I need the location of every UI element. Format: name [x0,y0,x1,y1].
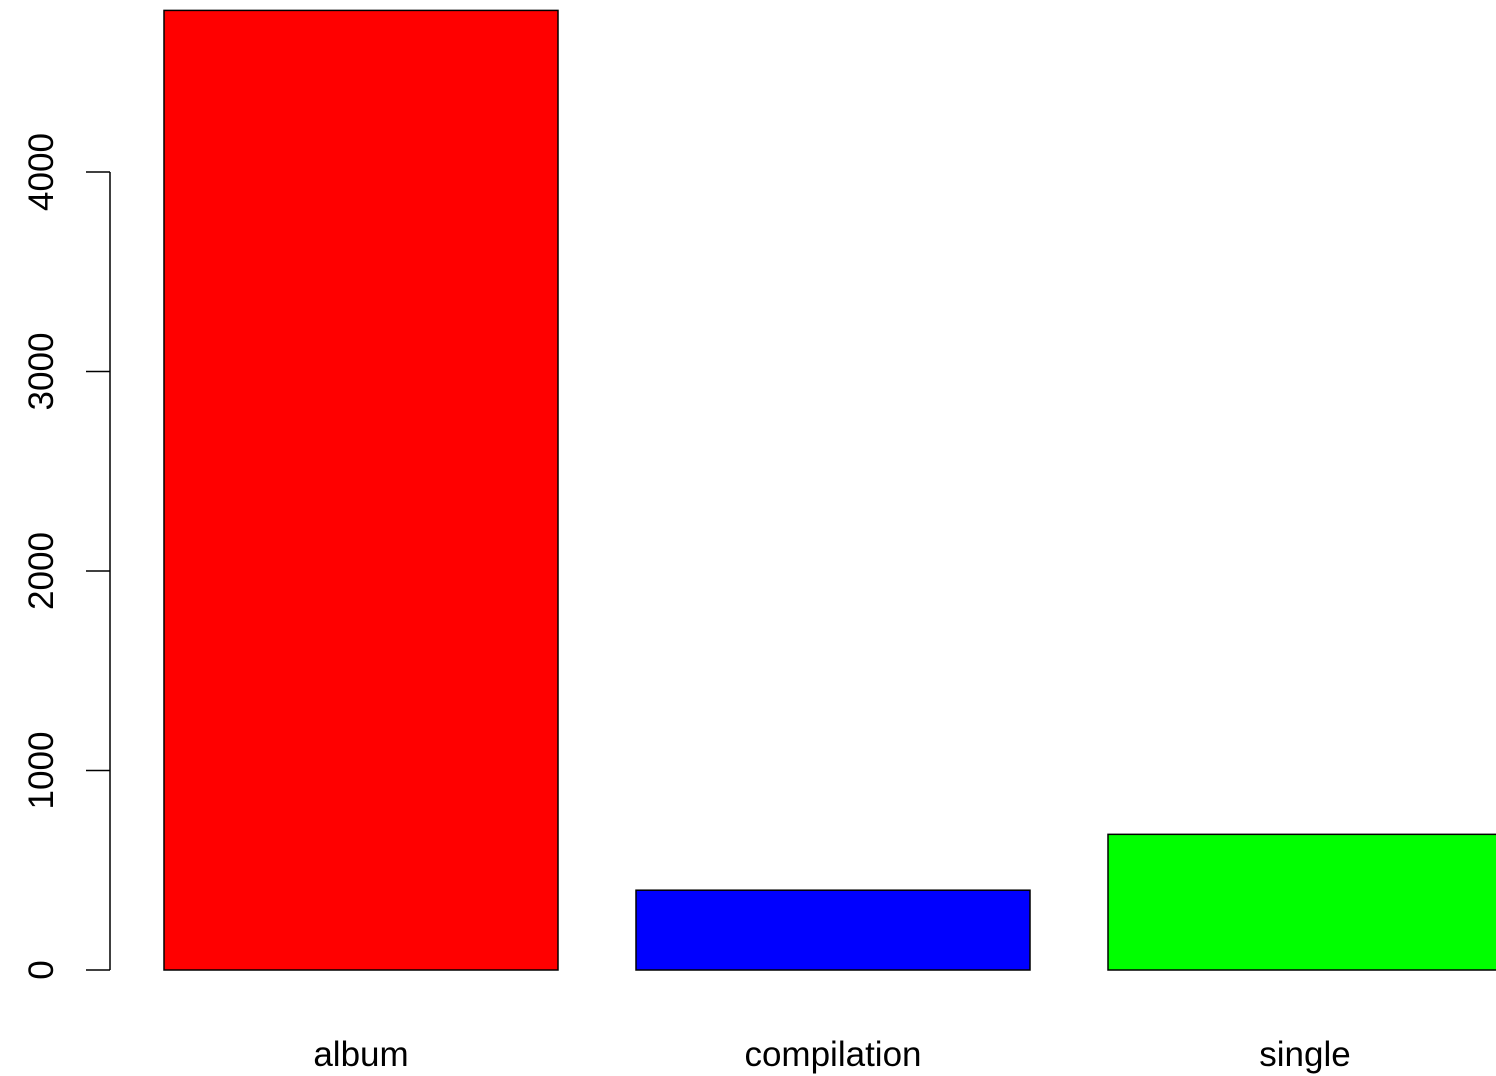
bar-single [1107,833,1496,971]
y-tick-label: 1000 [22,732,61,810]
category-label-single: single [1259,1035,1350,1074]
category-label-album: album [313,1035,408,1074]
y-tick-label: 2000 [22,532,61,610]
y-axis: 0 1000 2000 3000 4000 [22,133,111,980]
y-tick-label: 0 [22,960,61,979]
bar-album [163,9,559,971]
x-axis-labels: album compilation single [313,1035,1350,1074]
bar-compilation [635,889,1031,971]
bars [163,9,1496,971]
y-tick-label: 3000 [22,333,61,411]
y-tick-label: 4000 [22,133,61,211]
category-label-compilation: compilation [744,1035,921,1074]
